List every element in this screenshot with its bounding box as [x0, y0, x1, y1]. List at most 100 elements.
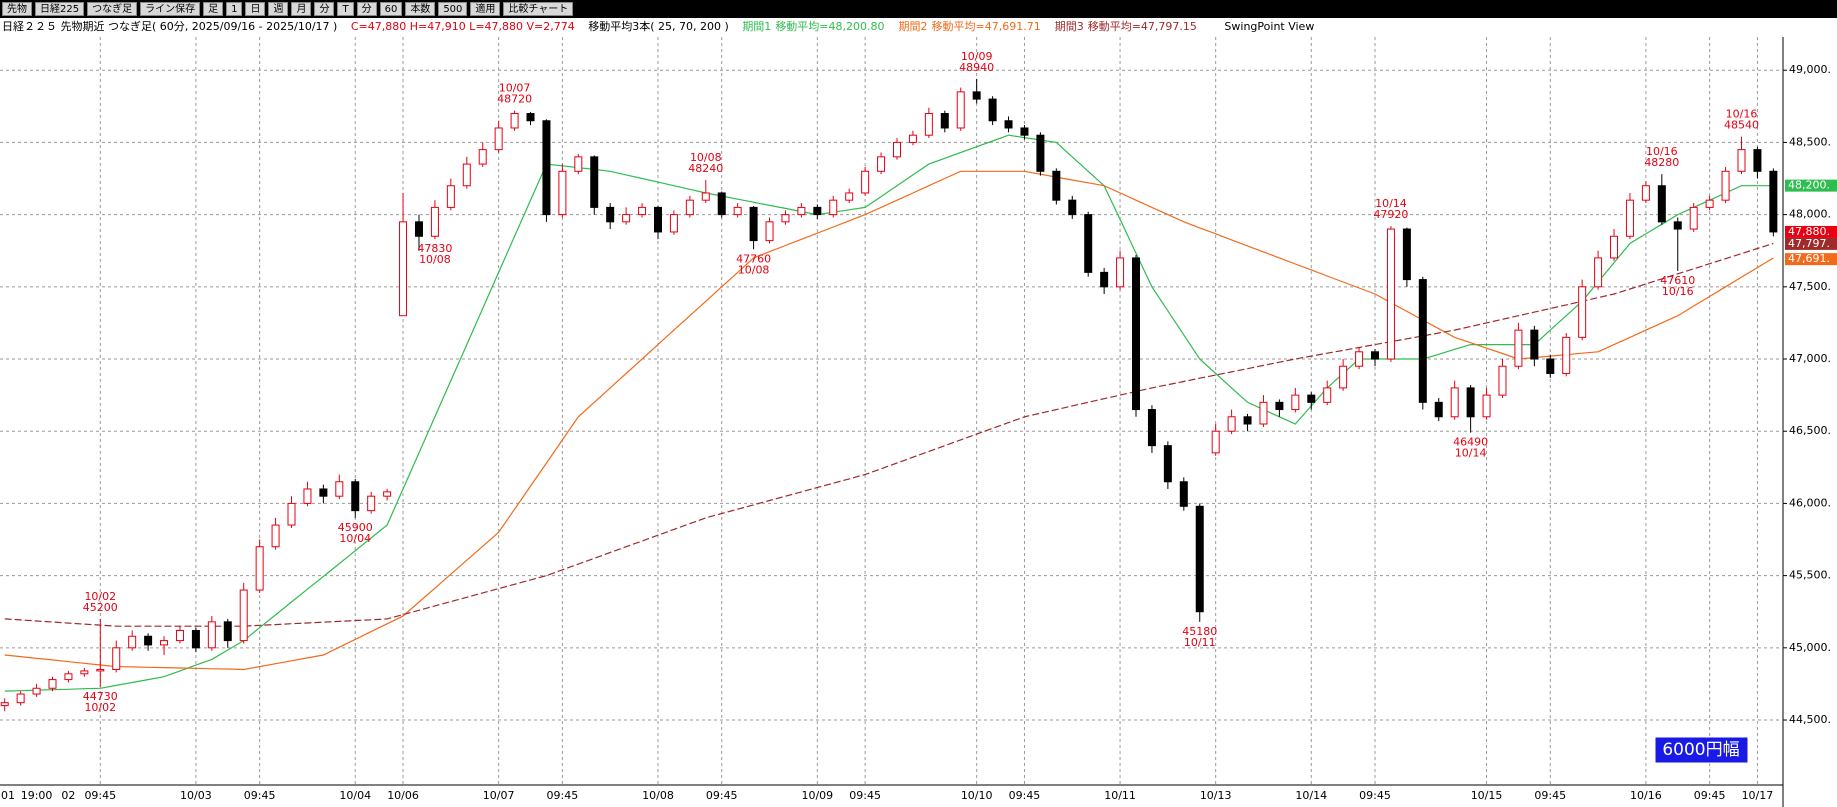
toolbar-control[interactable]: 分: [356, 2, 377, 16]
swing-price: 46490: [1453, 436, 1488, 449]
candle-body: [478, 149, 487, 165]
x-tick-label: 10/16: [1630, 789, 1662, 802]
swing-price: 47610: [1660, 274, 1695, 287]
toolbar-control[interactable]: T: [337, 2, 354, 16]
candle-body: [638, 206, 647, 216]
toolbar-control[interactable]: 先物: [2, 2, 32, 16]
x-tick-label: 09:45: [1009, 789, 1041, 802]
candle-body: [144, 635, 153, 646]
x-tick-label: 09:45: [547, 789, 579, 802]
toolbar: 先物 日経225 つなぎ足 ライン保存足 1 日週月分 T 分 60 本数 500 適用 比較チャート: [0, 0, 1837, 18]
legend-text: 移動平均=47,797.15: [1087, 20, 1197, 33]
swing-date: 10/16: [1662, 285, 1694, 298]
candle-body: [64, 673, 73, 681]
toolbar-control[interactable]: ライン保存: [140, 2, 201, 16]
candle-body: [622, 214, 631, 223]
swing-date: 10/04: [339, 532, 371, 545]
candle-body: [1769, 170, 1778, 233]
x-tick-label: 01: [1, 789, 15, 802]
candle-body: [590, 156, 599, 208]
candle-body: [924, 113, 933, 136]
swing-date: 10/07: [499, 82, 531, 95]
toolbar-control[interactable]: 1: [226, 2, 243, 16]
y-tick-label: 45,500.: [1789, 569, 1831, 582]
candle-body: [606, 206, 615, 223]
candle-body: [351, 481, 360, 512]
candle-body: [1275, 401, 1284, 411]
toolbar-control[interactable]: 日: [245, 2, 266, 16]
swing-date: 10/16: [1726, 108, 1758, 121]
y-tick-label: 46,000.: [1789, 496, 1831, 509]
candle-body: [1418, 279, 1427, 403]
candle-body: [1179, 481, 1188, 507]
toolbar-control[interactable]: 適用: [470, 2, 501, 16]
x-tick-label: 09:45: [1534, 789, 1566, 802]
swing-date: 10/08: [419, 253, 451, 266]
candle-body: [1227, 416, 1236, 432]
toolbar-control[interactable]: 本数: [405, 2, 436, 16]
candle-body: [383, 491, 392, 497]
swing-date: 10/14: [1455, 447, 1487, 460]
candle-body: [112, 647, 121, 670]
candle-body: [701, 192, 710, 201]
candle-body: [1163, 445, 1172, 483]
toolbar-control[interactable]: 日経225: [35, 2, 85, 16]
toolbar-control[interactable]: 足: [203, 2, 224, 16]
legend-text: 移動平均=47,691.71: [931, 20, 1041, 33]
candle-body: [1753, 149, 1762, 172]
swing-price: 48720: [497, 93, 532, 106]
candle-body: [988, 98, 997, 122]
y-tick-label: 45,000.: [1789, 641, 1831, 654]
ma-line: [4, 170, 1774, 671]
swing-price: 48280: [1644, 156, 1679, 169]
candle-body: [1498, 365, 1507, 396]
candle-body: [287, 502, 296, 526]
x-tick-label: 10/06: [387, 789, 419, 802]
candle-body: [446, 185, 455, 208]
candle-body: [160, 640, 169, 646]
swing-price: 45900: [338, 521, 373, 534]
toolbar-control[interactable]: 比較チャート: [503, 2, 574, 16]
price-tag-label: 47,880.: [1788, 225, 1830, 238]
swing-price: 47920: [1373, 208, 1408, 221]
candle-body: [1610, 235, 1619, 259]
legend-name: 期間1: [742, 20, 772, 33]
candle-body: [877, 156, 886, 172]
toolbar-control[interactable]: 月: [291, 2, 312, 16]
x-tick-label: 09:45: [244, 789, 276, 802]
candle-body: [717, 192, 726, 216]
candle-body: [1594, 257, 1603, 288]
candle-body: [399, 221, 408, 317]
price-tag-label: 47,797.: [1788, 237, 1830, 250]
swing-date: 10/14: [1375, 197, 1407, 210]
x-tick-label: 02: [61, 789, 75, 802]
swing-price: 48540: [1724, 119, 1759, 132]
price-tag-label: 47,691.: [1788, 252, 1830, 265]
toolbar-control[interactable]: 60: [379, 2, 403, 16]
price-tag: [1785, 179, 1837, 192]
badge-text: 6000円幅: [1662, 740, 1739, 760]
x-tick-label: 10/13: [1200, 789, 1232, 802]
legend-entry: 期間1 移動平均=48,200.80: [742, 20, 888, 33]
candle-body: [1020, 127, 1029, 136]
toolbar-control[interactable]: 分: [314, 2, 335, 16]
candle-body: [80, 670, 89, 675]
toolbar-control[interactable]: つなぎ足: [87, 2, 138, 16]
price-tag-label: 48,200.: [1788, 179, 1830, 192]
candle-body: [908, 134, 917, 143]
toolbar-control[interactable]: 500: [438, 2, 468, 16]
candle-body: [1514, 329, 1523, 367]
candle-body: [335, 481, 344, 497]
y-tick-label: 48,500.: [1789, 135, 1831, 148]
candle-body: [191, 629, 200, 649]
candle-body: [574, 156, 583, 172]
candle-body: [653, 206, 662, 233]
y-tick-label: 49,000.: [1789, 63, 1831, 76]
quote: C=47,880 H=47,910 L=47,880 V=2,774: [350, 20, 575, 33]
candle-body: [1243, 416, 1252, 425]
toolbar-control[interactable]: 週: [268, 2, 289, 16]
candle-body: [1052, 170, 1061, 201]
x-tick-label: 10/15: [1471, 789, 1503, 802]
ma-line: [4, 134, 1774, 692]
